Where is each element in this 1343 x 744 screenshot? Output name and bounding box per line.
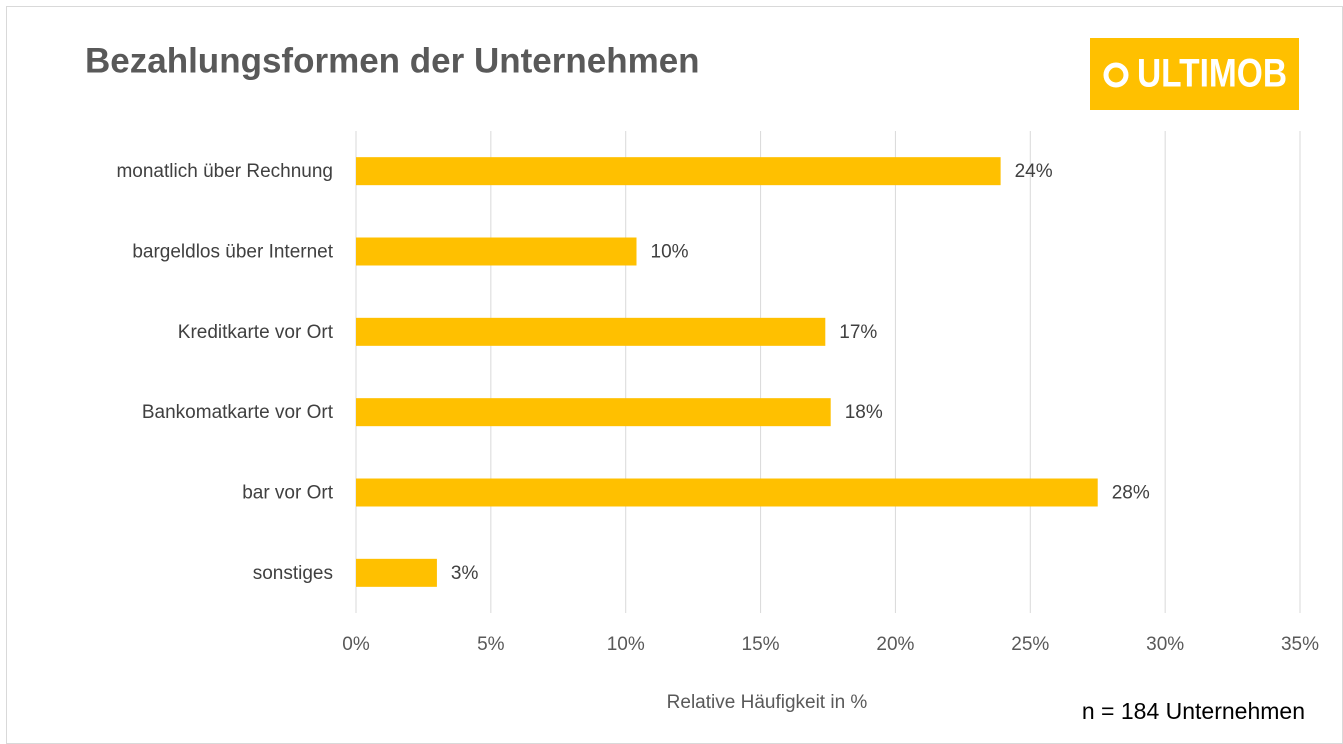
- x-tick-label: 15%: [742, 634, 780, 655]
- y-tick-label: Bankomatkarte vor Ort: [142, 402, 334, 423]
- chart-title: Bezahlungsformen der Unternehmen: [85, 41, 700, 80]
- data-label: 3%: [451, 563, 479, 584]
- x-tick-label: 0%: [342, 634, 370, 655]
- bar: [356, 157, 1001, 186]
- data-label: 10%: [651, 242, 689, 263]
- x-tick-label: 10%: [607, 634, 645, 655]
- bar: [356, 558, 437, 587]
- x-tick-label: 35%: [1281, 634, 1319, 655]
- x-tick-label: 25%: [1011, 634, 1049, 655]
- bar: [356, 317, 826, 346]
- data-label: 28%: [1112, 483, 1150, 504]
- bar: [356, 478, 1098, 507]
- data-label: 24%: [1015, 161, 1053, 182]
- x-tick-label: 30%: [1146, 634, 1184, 655]
- data-label: 17%: [839, 322, 877, 343]
- y-tick-label: bargeldlos über Internet: [132, 242, 333, 263]
- y-tick-label: monatlich über Rechnung: [116, 161, 333, 182]
- annotation: n = 184 Unternehmen: [1082, 698, 1305, 724]
- bar: [356, 237, 637, 266]
- bar: [356, 398, 831, 427]
- y-tick-label: sonstiges: [253, 563, 333, 584]
- x-tick-label: 20%: [876, 634, 914, 655]
- y-tick-label: Kreditkarte vor Ort: [178, 322, 334, 343]
- y-tick-label: bar vor Ort: [242, 483, 334, 504]
- data-label: 18%: [845, 402, 883, 423]
- logo-icon: [1103, 62, 1129, 88]
- x-tick-label: 5%: [477, 634, 505, 655]
- x-axis-title: Relative Häufigkeit in %: [667, 692, 868, 713]
- logo-text: ULTIMOB: [1137, 52, 1287, 96]
- chart-border: [6, 6, 1343, 744]
